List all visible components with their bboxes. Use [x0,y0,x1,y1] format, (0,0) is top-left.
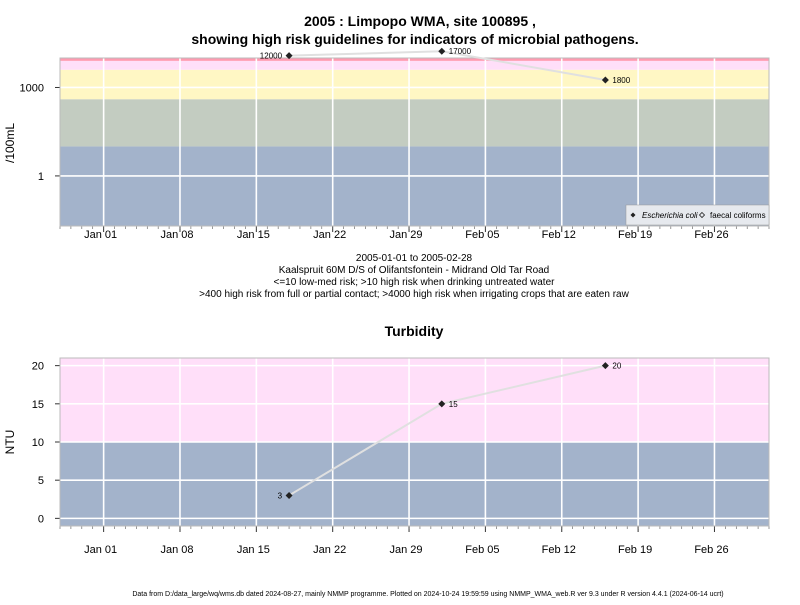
turbidity-y-tick-label: 0 [38,513,44,525]
ecoli-data-label: 17000 [449,47,472,56]
turbidity-data-label: 15 [449,400,458,409]
turbidity-x-tick-label: Feb 19 [618,544,652,556]
turbidity-data-point [438,400,446,408]
turbidity-data-label: 20 [612,362,621,371]
turbidity-data-point [285,491,293,499]
turbidity-y-tick-label: 20 [32,361,44,373]
ecoli-data-point [601,76,609,84]
caption-line-1: 2005-01-01 to 2005-02-28 [356,253,473,264]
turbidity-plot-frame [59,357,770,527]
ecoli-data-label: 1800 [612,76,630,85]
turbidity-x-tick-label: Feb 12 [542,544,576,556]
caption-line-4: >400 high risk from full or partial cont… [199,289,629,300]
turbidity-y-axis-label: NTU [3,430,17,455]
ecoli-legend-entry: faecal coliforms [710,211,766,220]
ecoli-data-point [285,52,293,60]
turbidity-risk-band [60,358,769,442]
ecoli-legend-marker-open [698,211,706,219]
ecoli-y-tick-label: 1000 [20,82,44,94]
turbidity-x-tick-label: Jan 15 [237,544,270,556]
ecoli-y-axis-label: /100mL [3,123,17,163]
ecoli-x-tick-label: Feb 12 [542,229,576,241]
ecoli-risk-band [60,58,769,61]
ecoli-plot-frame [59,57,770,227]
ecoli-panel: Jan 01 Jan 08 Jan 15 Jan 22 Jan 29 Feb 05 Feb … [3,47,770,241]
ecoli-x-tick-label: Jan 15 [237,229,270,241]
footer-note: Data from D:/data_large/wq/wms.db dated … [132,591,723,598]
turbidity-risk-band [60,442,769,526]
ecoli-x-tick-label: Feb 19 [618,229,652,241]
turbidity-y-tick-label: 15 [32,399,44,411]
ecoli-legend: Escherichia coli faecal coliforms [625,204,770,226]
ecoli-x-tick-label: Feb 05 [465,229,499,241]
chart-title-line1: 2005 : Limpopo WMA, site 100895 , [304,13,536,29]
turbidity-x-tick-label: Jan 22 [313,544,346,556]
ecoli-legend-box [625,204,770,226]
ecoli-x-tick-label: Jan 01 [84,229,117,241]
ecoli-risk-band [60,69,769,100]
turbidity-x-tick-label: Jan 01 [84,544,117,556]
turbidity-data-label: 3 [278,491,283,500]
ecoli-x-tick-label: Jan 29 [390,229,423,241]
ecoli-risk-band [60,60,769,70]
turbidity-x-tick-label: Jan 08 [160,544,193,556]
ecoli-data-point [438,47,446,55]
turbidity-x-tick-label: Feb 26 [694,544,728,556]
ecoli-data-label: 12000 [260,52,283,61]
ecoli-risk-band [60,99,769,147]
ecoli-legend-marker-filled [630,212,636,218]
ecoli-legend-entry: Escherichia coli [642,211,698,220]
turbidity-data-point [601,362,609,370]
caption-line-3: <=10 low-med risk; >10 high risk when dr… [274,277,556,288]
turbidity-y-tick-label: 5 [38,475,44,487]
ecoli-x-tick-label: Jan 22 [313,229,346,241]
turbidity-x-tick-label: Feb 05 [465,544,499,556]
turbidity-title: Turbidity [385,323,444,339]
ecoli-y-tick-label: 1 [38,171,44,183]
turbidity-y-tick-label: 10 [32,437,44,449]
chart-title-line2: showing high risk guidelines for indicat… [191,31,638,47]
caption-line-2: Kaalspruit 60M D/S of Olifantsfontein - … [279,265,550,276]
turbidity-panel: Jan 01 Jan 08 Jan 15 Jan 22 Jan 29 Feb 05 Feb … [3,357,770,556]
turbidity-x-tick-label: Jan 29 [390,544,423,556]
ecoli-x-tick-label: Feb 26 [694,229,728,241]
ecoli-x-tick-label: Jan 08 [160,229,193,241]
